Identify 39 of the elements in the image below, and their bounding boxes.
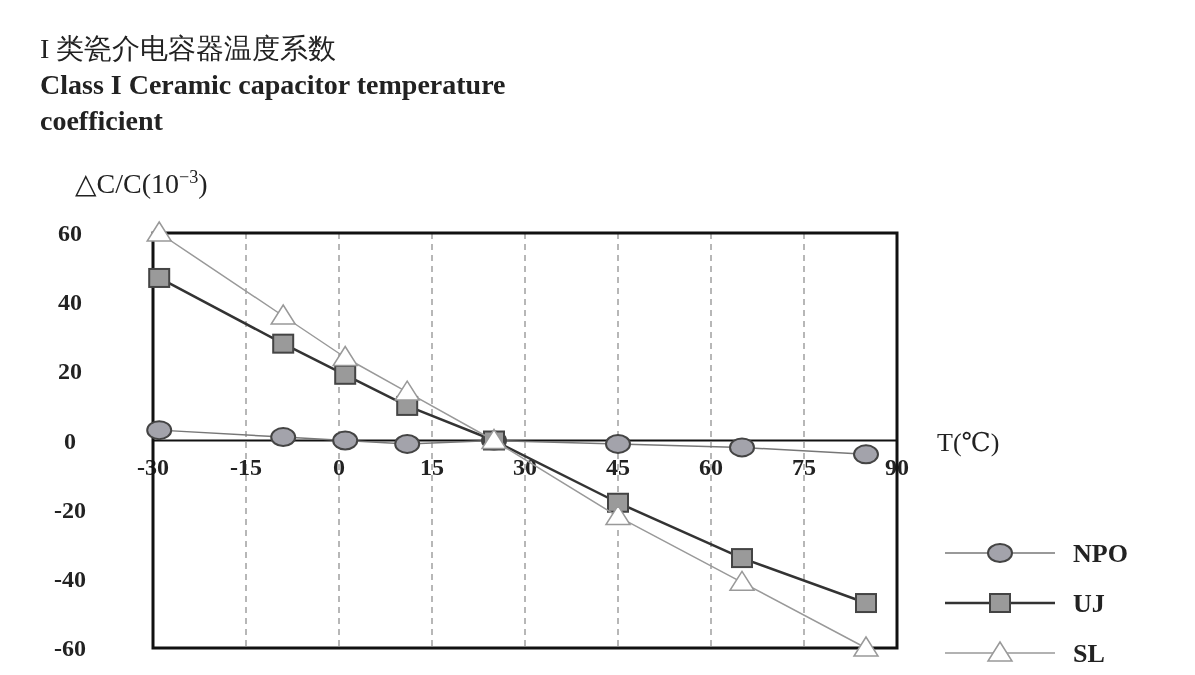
- legend-label: SL: [1073, 639, 1105, 668]
- point: [855, 593, 877, 614]
- point: [270, 427, 297, 448]
- x-tick-label: 15: [420, 453, 444, 480]
- point: [146, 420, 173, 441]
- point: [146, 221, 172, 242]
- y-axis-title: △C/C(10$^{−3}$): [75, 167, 208, 199]
- y-tick-label: 60: [58, 220, 82, 246]
- point: [394, 380, 420, 401]
- x-tick-label: 0: [333, 453, 345, 480]
- point: [394, 433, 421, 454]
- point: [729, 570, 755, 592]
- point: [605, 433, 631, 454]
- x-tick-label: 60: [699, 453, 723, 480]
- point: [731, 548, 753, 569]
- point: [270, 304, 296, 325]
- x-tick-label: 45: [606, 453, 630, 480]
- y-tick-label: 40: [58, 289, 82, 316]
- x-axis-title: T(℃): [937, 427, 1000, 457]
- point: [729, 437, 755, 458]
- point: [272, 333, 295, 354]
- x-tick-label: 75: [792, 453, 816, 480]
- y-tick-label: -60: [54, 635, 86, 661]
- point: [332, 430, 359, 451]
- legend-label: UJ: [1073, 589, 1105, 618]
- y-tick-label: -40: [54, 565, 86, 592]
- chart-subtitle: Class I Ceramic capacitor temperature coefficient: [40, 69, 506, 136]
- legend-label: NPO: [1073, 539, 1128, 568]
- chart-title: I 类瓷介电容器温度系数: [40, 33, 337, 64]
- point: [853, 636, 879, 657]
- point: [148, 267, 171, 288]
- point: [334, 364, 357, 385]
- point: [332, 345, 358, 367]
- y-tick-label: -20: [54, 496, 86, 523]
- x-tick-label: -15: [230, 453, 262, 480]
- y-tick-label: 0: [64, 427, 76, 454]
- y-tick-label: 20: [58, 358, 82, 385]
- x-tick-label: 30: [513, 453, 537, 480]
- point: [853, 444, 879, 465]
